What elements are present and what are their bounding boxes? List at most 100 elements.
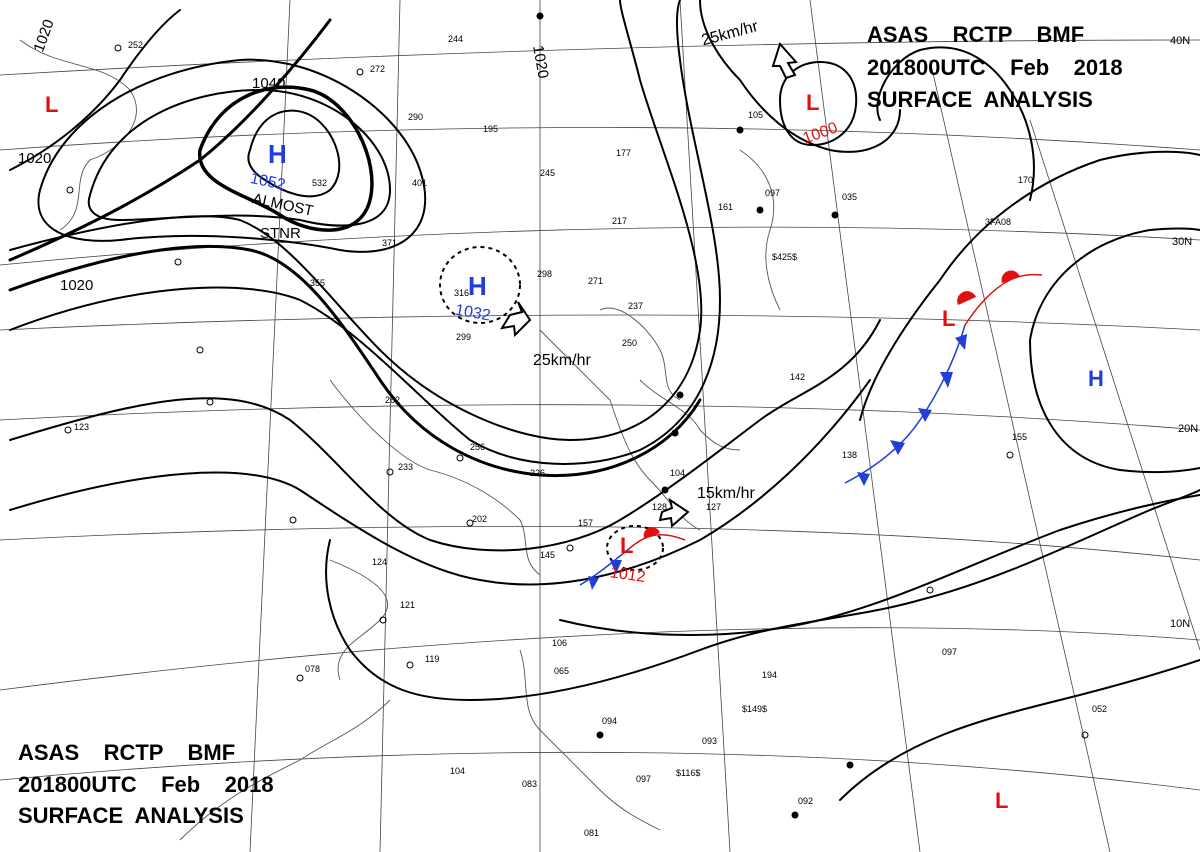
station-obs-value: 097 (636, 774, 651, 784)
station-values: 252 272 244 290 195 245 177 105 035 097 … (74, 34, 1107, 838)
station-obs-value: 299 (456, 332, 471, 342)
station-obs-value: 3FA08 (985, 217, 1011, 227)
movement-speed-label: 25km/hr (533, 352, 591, 369)
high-pressure-centre-label: H (1088, 366, 1104, 391)
station-obs-value: 226 (530, 468, 545, 478)
title-line-1: ASAS RCTP BMF (867, 22, 1084, 47)
station-obs-value: 298 (537, 269, 552, 279)
station-obs-value: 272 (370, 64, 385, 74)
station-obs-value: 401 (412, 178, 427, 188)
station-obs-value: $149$ (742, 704, 767, 714)
station-obs-value: 094 (602, 716, 617, 726)
station-obs-value: 194 (762, 670, 777, 680)
lat-label-40n: 40N (1170, 35, 1190, 47)
station-obs-value: 262 (385, 395, 400, 405)
title-line-1: ASAS RCTP BMF (18, 740, 235, 765)
station-obs-value: 244 (448, 34, 463, 44)
station-obs-value: 124 (372, 557, 387, 567)
station-obs-value: 106 (552, 638, 567, 648)
station-obs-value: 123 (74, 422, 89, 432)
lat-label-20n: 20N (1178, 423, 1198, 435)
coastlines (19, 39, 781, 841)
cold-front-taiwan (579, 547, 631, 590)
station-obs-value: 145 (540, 550, 555, 560)
station-obs-value: $116$ (676, 768, 700, 778)
station-obs-value: 256 (470, 442, 485, 452)
station-obs-value: 138 (842, 450, 857, 460)
lat-label-30n: 30N (1172, 236, 1192, 248)
movement-arrows (499, 42, 799, 528)
station-obs-value: 093 (702, 736, 717, 746)
station-obs-value: $425$ (772, 252, 797, 262)
station-obs-value: 217 (612, 216, 627, 226)
station-obs-value: 316 (454, 288, 469, 298)
station-obs-value: 161 (718, 202, 733, 212)
low-pressure-centre-label: L (995, 788, 1008, 813)
station-obs-value: 371 (382, 238, 397, 248)
high-pressure-centre-label: H (268, 139, 287, 169)
isobar-label: 1020 (60, 277, 93, 294)
weak-circulations (439, 246, 664, 571)
station-obs-value: 128 (652, 502, 667, 512)
title-line-2: 201800UTC Feb 2018 (867, 55, 1123, 80)
station-obs-value: 245 (540, 168, 555, 178)
station-obs-value: 177 (616, 148, 631, 158)
station-obs-value: 355 (310, 278, 325, 288)
station-obs-value: 237 (628, 301, 643, 311)
station-obs-value: 078 (305, 664, 320, 674)
title-block-bottom: ASAS RCTP BMF 201800UTC Feb 2018 SURFACE… (18, 740, 274, 828)
title-line-3: SURFACE ANALYSIS (867, 87, 1093, 112)
station-obs-value: 250 (622, 338, 637, 348)
low-pressure-centre-label: L (620, 533, 633, 558)
station-obs-value: 195 (483, 124, 498, 134)
isobar-label: 1020 (529, 44, 552, 80)
lat-label-10n: 10N (1170, 618, 1190, 630)
low-pressure-centre-label: L (45, 92, 58, 117)
movement-speed-label: 15km/hr (697, 485, 755, 502)
movement-speed-labels: 25km/hr 25km/hr 15km/hr (533, 18, 761, 502)
station-obs-value: 119 (425, 654, 439, 664)
station-symbols (64, 12, 1089, 819)
station-obs-value: 157 (578, 518, 593, 528)
title-block-top: ASAS RCTP BMF 201800UTC Feb 2018 SURFACE… (867, 22, 1123, 112)
title-line-3: SURFACE ANALYSIS (18, 803, 244, 828)
station-obs-value: 155 (1012, 432, 1027, 442)
isobars (8, 0, 1200, 801)
station-obs-value: 532 (312, 178, 327, 188)
station-obs-value: 065 (554, 666, 569, 676)
title-line-2: 201800UTC Feb 2018 (18, 772, 274, 797)
cold-front-east (844, 324, 967, 486)
high-pressure-centre-value: 1032 (454, 302, 492, 325)
station-obs-value: 097 (942, 647, 957, 657)
station-obs-value: 104 (450, 766, 465, 776)
station-obs-value: 097 (765, 188, 780, 198)
station-obs-value: 170 (1018, 175, 1033, 185)
station-obs-value: 233 (398, 462, 413, 472)
station-obs-value: 127 (706, 502, 721, 512)
station-obs-value: 271 (588, 276, 603, 286)
station-obs-value: 202 (472, 514, 487, 524)
low-pressure-centre-value: 1012 (609, 564, 647, 586)
station-obs-value: 052 (1092, 704, 1107, 714)
latitude-labels: 40N 30N 20N 10N (1170, 35, 1198, 630)
low-pressure-centre-label: L (942, 306, 955, 331)
station-obs-value: 121 (400, 600, 415, 610)
isobar-label: 1020 (30, 17, 57, 54)
high-pressure-centre-label: H (468, 271, 487, 301)
station-obs-value: 081 (584, 828, 599, 838)
station-obs-value: 092 (798, 796, 813, 806)
station-obs-value: 104 (670, 468, 685, 478)
station-obs-value: 105 (748, 110, 763, 120)
station-obs-value: 142 (790, 372, 805, 382)
warm-front-east (957, 270, 1043, 326)
isobar-label: 1020 (18, 150, 51, 167)
station-obs-value: 290 (408, 112, 423, 122)
station-obs-value: 252 (128, 40, 143, 50)
station-obs-value: 083 (522, 779, 537, 789)
low-pressure-centre-label: L (806, 90, 819, 115)
isobar-label: 1040 (252, 75, 285, 92)
low-pressure-centre-value: 1000 (801, 119, 840, 147)
